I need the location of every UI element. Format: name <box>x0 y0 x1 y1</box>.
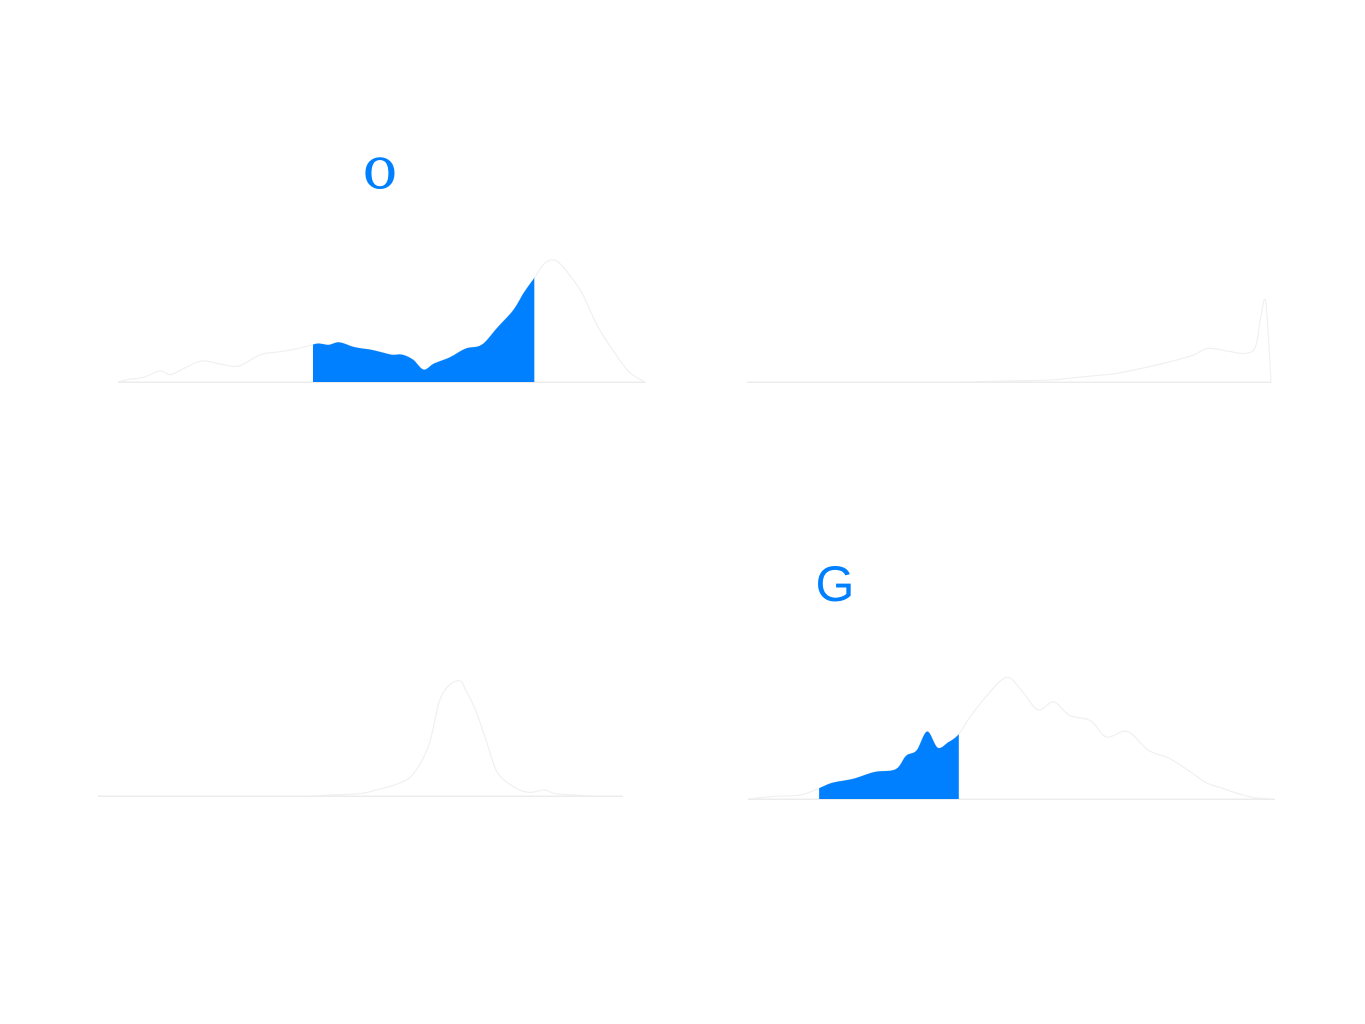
panel-4-distribution-area <box>747 676 1276 800</box>
panel-1-highlight-area <box>312 277 535 382</box>
panel-1-glyph: o <box>363 134 398 202</box>
panel-2-distribution-area <box>747 298 1272 383</box>
panel-4-glyph: G <box>816 556 855 612</box>
panel-3-distribution-area <box>98 680 624 797</box>
panel-1: o <box>117 134 648 383</box>
panel-2 <box>747 298 1272 383</box>
panel-3 <box>98 680 624 797</box>
panel-4-highlight-area <box>819 731 959 799</box>
panel-4: G <box>747 556 1276 800</box>
